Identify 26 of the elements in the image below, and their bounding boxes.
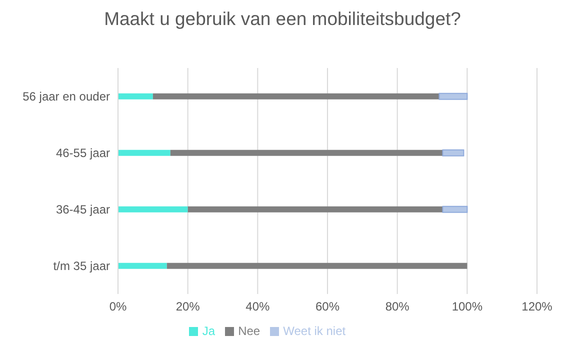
bar <box>118 150 170 156</box>
x-tick-label: 20% <box>176 300 200 314</box>
bar <box>442 206 468 213</box>
x-tick-label: 40% <box>246 300 270 314</box>
bar <box>442 149 464 156</box>
bar <box>188 206 443 212</box>
legend-label: Ja <box>202 324 216 338</box>
legend-label: Nee <box>238 324 260 338</box>
y-tick-label: 36-45 jaar <box>56 202 110 217</box>
y-tick-label: t/m 35 jaar <box>53 259 110 274</box>
bar <box>170 150 443 156</box>
x-tick-label: 60% <box>315 300 340 314</box>
bar <box>118 93 153 100</box>
x-tick-label: 0% <box>109 300 127 314</box>
bar <box>118 262 167 269</box>
legend-label: Weet ik niet <box>283 324 346 338</box>
bar <box>166 262 468 269</box>
bar <box>118 206 188 212</box>
x-tick-label: 120% <box>522 300 553 314</box>
bar <box>152 93 440 100</box>
chart-title: Maakt u gebruik van een mobiliteitsbudget? <box>103 8 462 31</box>
bar <box>438 92 468 100</box>
x-tick-label: 80% <box>385 300 410 314</box>
x-tick-label: 100% <box>452 300 483 314</box>
y-tick-label: 56 jaar en ouder <box>22 90 110 104</box>
y-tick-label: 46-55 jaar <box>56 146 110 160</box>
